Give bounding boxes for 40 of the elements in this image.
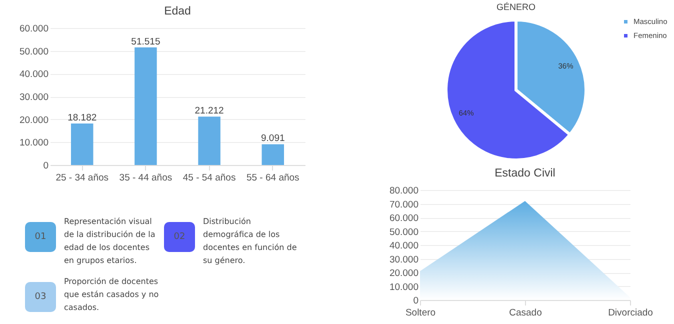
y-tick-label: 50.000 <box>389 226 418 238</box>
data-label: 21.212 <box>194 106 224 117</box>
data-label: 9.091 <box>260 133 285 144</box>
x-tick-label: 35 - 44 años <box>119 172 172 184</box>
text: Representación visual de la distribución de la edad de los docentes en grupos etarios. <box>64 216 156 267</box>
x-tick-label: 45 - 54 años <box>182 172 236 184</box>
y-tick-label: 30.000 <box>19 92 48 103</box>
x-tick-label: Casado <box>509 308 542 318</box>
category-label: 02 <box>164 222 195 252</box>
x-tick-label: 25 - 34 años <box>56 172 109 184</box>
chart-title: Edad <box>164 6 191 18</box>
y-tick-label: 10.000 <box>19 138 48 149</box>
y-tick-label: 70.000 <box>389 199 418 210</box>
x-tick-label: Divorciado <box>608 308 653 318</box>
y-tick-label: 40.000 <box>19 69 48 80</box>
category-label: 03 <box>25 282 56 312</box>
text: Proporción de docentes que están casados y no casados. <box>64 276 160 314</box>
x-tick-label: 55 - 64 años <box>246 172 300 184</box>
bar <box>134 47 157 165</box>
chart-title: GÉNERO <box>496 2 536 12</box>
bar <box>262 144 284 165</box>
data-label: 51.515 <box>131 36 160 48</box>
bar <box>198 116 220 165</box>
y-tick-label: 10.000 <box>389 282 418 293</box>
data-label: 18.182 <box>68 112 97 124</box>
y-tick-label: 60.000 <box>19 24 48 34</box>
bar <box>70 123 94 165</box>
text: Distribución demográfica de los docentes en función de su género. <box>203 216 298 267</box>
y-tick-label: 20.000 <box>19 114 48 126</box>
y-tick-label: 50.000 <box>19 46 48 58</box>
y-tick-label: 30.000 <box>389 254 418 266</box>
y-tick-label: 80.000 <box>389 186 418 196</box>
y-tick-label: 0 <box>43 160 48 172</box>
chart-title: Estado Civil <box>494 168 556 180</box>
category-label: 01 <box>25 222 56 252</box>
y-tick-label: 20.000 <box>389 268 418 279</box>
y-tick-label: 60.000 <box>389 213 418 224</box>
y-tick-label: 40.000 <box>389 240 418 252</box>
x-tick-label: Soltero <box>405 308 436 318</box>
y-tick-label: 0 <box>413 296 418 306</box>
